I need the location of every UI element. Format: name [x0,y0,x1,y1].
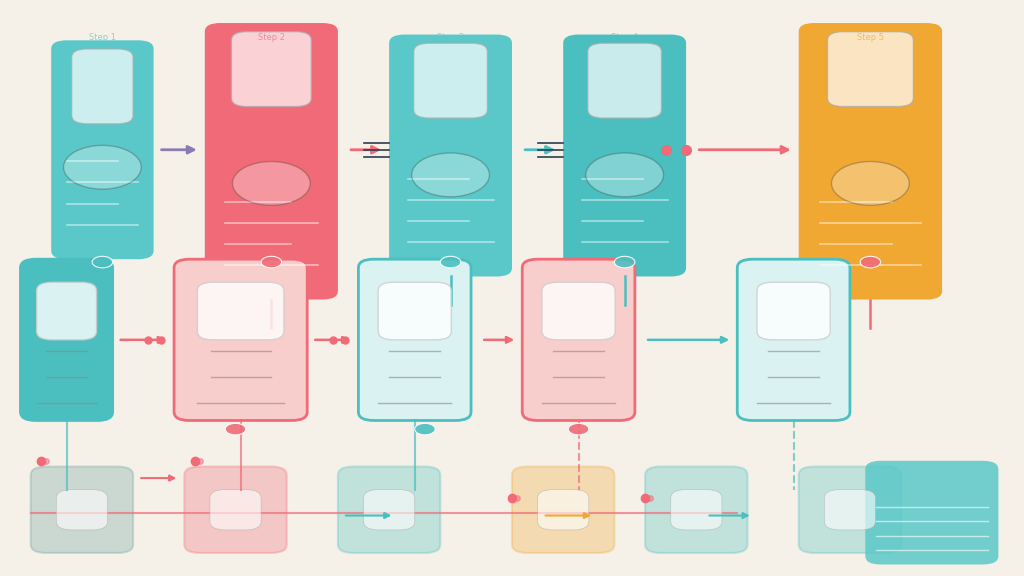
FancyBboxPatch shape [210,490,261,530]
Circle shape [261,256,282,268]
Circle shape [568,423,589,435]
Circle shape [860,256,881,268]
FancyBboxPatch shape [205,23,338,300]
FancyBboxPatch shape [378,282,452,340]
FancyBboxPatch shape [671,490,722,530]
Text: Step 4: Step 4 [611,33,638,42]
FancyBboxPatch shape [364,490,415,530]
Text: Step 2: Step 2 [258,33,285,42]
Circle shape [225,423,246,435]
FancyBboxPatch shape [198,282,284,340]
FancyBboxPatch shape [645,467,748,553]
FancyBboxPatch shape [799,23,942,300]
FancyBboxPatch shape [865,461,998,564]
FancyBboxPatch shape [588,43,662,118]
Circle shape [412,153,489,197]
FancyBboxPatch shape [389,35,512,276]
Circle shape [831,161,909,205]
FancyBboxPatch shape [37,282,96,340]
FancyBboxPatch shape [51,40,154,259]
Text: Step 3: Step 3 [437,33,464,42]
FancyBboxPatch shape [522,259,635,420]
Text: Step 5: Step 5 [857,33,884,42]
Circle shape [63,145,141,189]
Text: Step 1: Step 1 [89,33,116,42]
FancyBboxPatch shape [799,467,901,553]
FancyBboxPatch shape [824,490,876,530]
FancyBboxPatch shape [56,490,108,530]
Circle shape [415,423,435,435]
FancyBboxPatch shape [174,259,307,420]
FancyBboxPatch shape [757,282,830,340]
FancyBboxPatch shape [737,259,850,420]
FancyBboxPatch shape [827,32,913,107]
FancyBboxPatch shape [512,467,614,553]
FancyBboxPatch shape [414,43,487,118]
FancyBboxPatch shape [563,35,686,276]
FancyBboxPatch shape [184,467,287,553]
FancyBboxPatch shape [31,467,133,553]
FancyBboxPatch shape [72,49,133,124]
Circle shape [232,161,310,205]
Circle shape [92,256,113,268]
FancyBboxPatch shape [358,259,471,420]
FancyBboxPatch shape [231,32,311,107]
FancyBboxPatch shape [20,259,113,420]
FancyBboxPatch shape [542,282,615,340]
Circle shape [440,256,461,268]
Circle shape [586,153,664,197]
FancyBboxPatch shape [338,467,440,553]
FancyBboxPatch shape [538,490,589,530]
Circle shape [614,256,635,268]
